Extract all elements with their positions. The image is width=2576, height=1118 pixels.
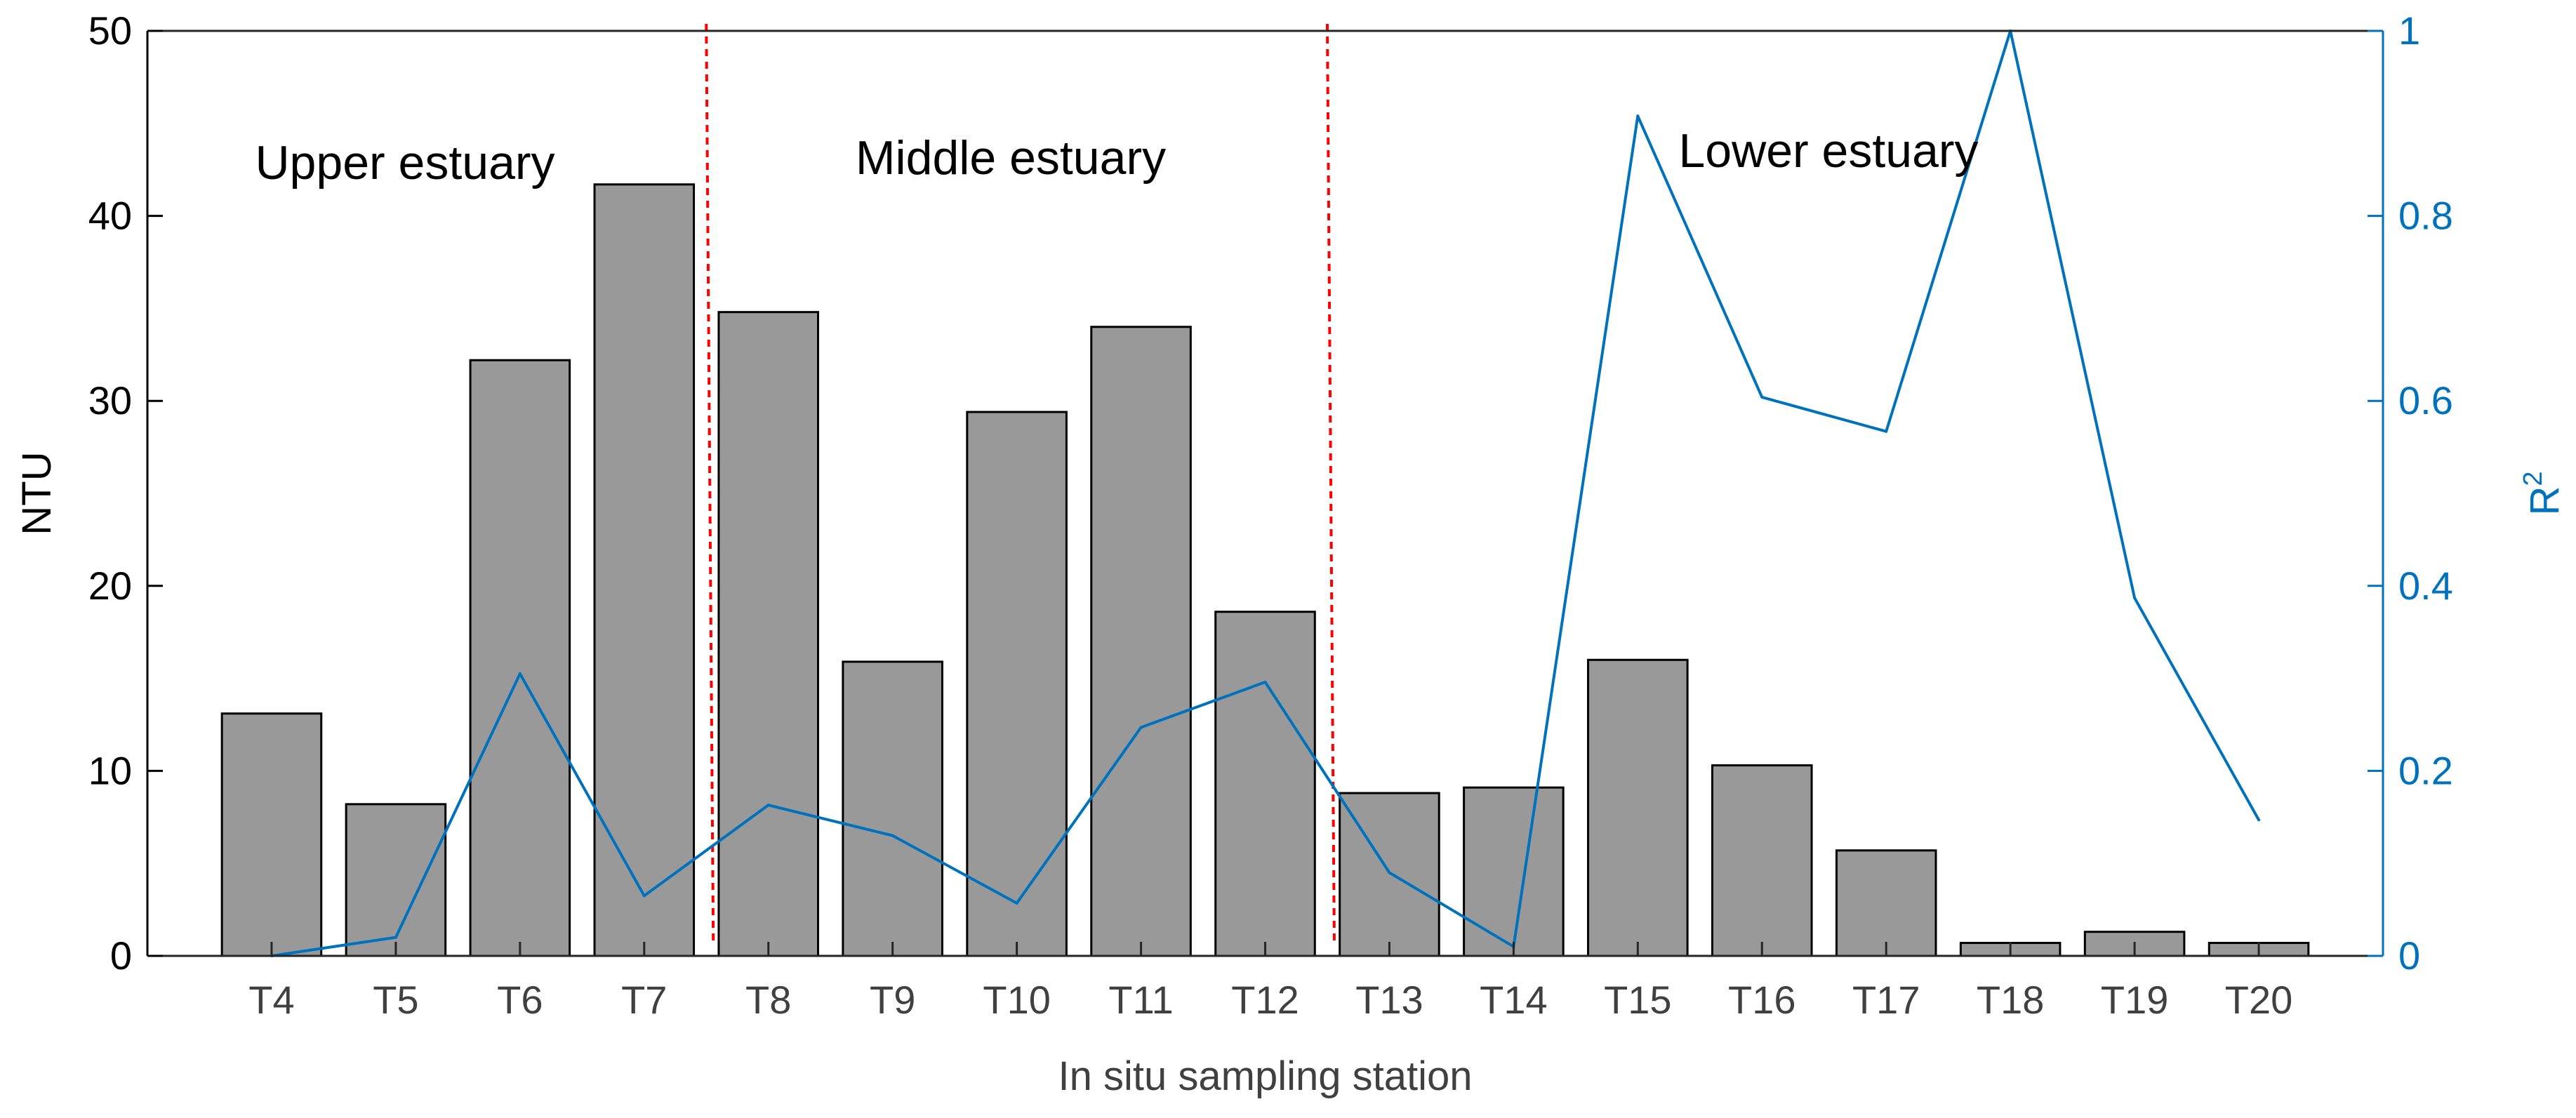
r2-point-t13 bbox=[1388, 871, 1391, 874]
axes: 0 10 20 30 40 50 0 0.2 0.4 0.6 0.8 1 T4 T5 T6 T7 T8 T9 T10… bbox=[88, 8, 2453, 1022]
y-left-tick-label: 0 bbox=[110, 933, 132, 978]
r2-point-t15 bbox=[1636, 114, 1640, 118]
y-left-tick-label: 30 bbox=[88, 378, 132, 422]
region-label-middle-estuary: Middle estuary bbox=[856, 131, 1166, 185]
y-right-tick-label: 0.8 bbox=[2398, 194, 2453, 238]
y-axis-right-label-superscript: 2 bbox=[2518, 471, 2548, 486]
region-label-lower-estuary: Lower estuary bbox=[1678, 124, 1978, 178]
bar-t15 bbox=[1587, 658, 1689, 957]
y-axis-right-label: R2 bbox=[2518, 471, 2568, 515]
y-left-tick-label: 10 bbox=[88, 748, 132, 792]
bar-t12 bbox=[1214, 611, 1316, 957]
bar-t17 bbox=[1835, 849, 1937, 957]
bar-t5 bbox=[345, 803, 447, 957]
r2-point-t20 bbox=[2257, 818, 2261, 822]
y-axis-right-label-base: R bbox=[2522, 486, 2568, 516]
y-right-tick-label: 0.6 bbox=[2398, 378, 2453, 422]
r2-point-t12 bbox=[1263, 680, 1267, 684]
y-right-tick-label: 0 bbox=[2398, 933, 2420, 978]
bar-t10 bbox=[966, 411, 1068, 957]
x-tick-label-t7: T7 bbox=[621, 978, 667, 1022]
x-tick-label-t16: T16 bbox=[1728, 978, 1796, 1022]
x-tick-label-t4: T4 bbox=[248, 978, 294, 1022]
bar-t16 bbox=[1711, 764, 1813, 957]
y-right-tick-label: 0.4 bbox=[2398, 564, 2453, 608]
x-axis-label: In situ sampling station bbox=[1058, 1053, 1473, 1099]
bar-t8 bbox=[717, 311, 820, 957]
r2-point-t11 bbox=[1139, 726, 1143, 729]
region-dividers bbox=[705, 23, 1336, 945]
x-tick-label-t8: T8 bbox=[745, 978, 791, 1022]
y-left-tick-label: 50 bbox=[88, 8, 132, 53]
y-right-tick-label: 1 bbox=[2398, 8, 2420, 53]
x-tick-label-t20: T20 bbox=[2225, 978, 2293, 1022]
bar-t9 bbox=[842, 660, 943, 957]
y-left-tick-label: 20 bbox=[88, 564, 132, 608]
x-tick-label-t17: T17 bbox=[1852, 978, 1920, 1022]
x-tick-label-t14: T14 bbox=[1480, 978, 1548, 1022]
x-tick-label-t10: T10 bbox=[983, 978, 1051, 1022]
x-tick-label-t13: T13 bbox=[1355, 978, 1423, 1022]
y-axis-left-label: NTU bbox=[14, 451, 60, 535]
bar-series bbox=[220, 183, 2310, 957]
r2-point-t17 bbox=[1885, 430, 1888, 433]
r2-point-t6 bbox=[518, 672, 522, 676]
region-label-upper-estuary: Upper estuary bbox=[255, 136, 555, 189]
x-tick-label-t11: T11 bbox=[1108, 978, 1173, 1022]
region-divider-1 bbox=[705, 23, 715, 945]
x-tick-label-t19: T19 bbox=[2101, 978, 2169, 1022]
x-tick-label-t5: T5 bbox=[373, 978, 418, 1022]
x-tick-label-t15: T15 bbox=[1604, 978, 1672, 1022]
r2-point-t8 bbox=[766, 804, 770, 807]
r2-point-t9 bbox=[891, 834, 894, 837]
r2-point-t16 bbox=[1760, 395, 1764, 399]
bar-t14 bbox=[1463, 786, 1565, 957]
r2-point-t19 bbox=[2133, 596, 2137, 599]
y-right-tick-label: 0.2 bbox=[2398, 748, 2453, 792]
x-tick-label-t6: T6 bbox=[497, 978, 543, 1022]
bar-t6 bbox=[469, 359, 571, 957]
bar-t11 bbox=[1090, 326, 1192, 957]
x-tick-label-t18: T18 bbox=[1977, 978, 2045, 1022]
x-tick-label-t12: T12 bbox=[1231, 978, 1299, 1022]
bar-t4 bbox=[220, 712, 323, 957]
labels: In situ sampling station NTU R2 Upper es… bbox=[14, 124, 2568, 1099]
x-tick-label-t9: T9 bbox=[870, 978, 915, 1022]
bar-t7 bbox=[593, 183, 696, 957]
r2-point-t7 bbox=[642, 894, 646, 898]
r2-point-t10 bbox=[1015, 901, 1018, 905]
region-divider-2 bbox=[1325, 23, 1336, 945]
r2-point-t5 bbox=[394, 936, 397, 939]
y-left-tick-label: 40 bbox=[88, 194, 132, 238]
